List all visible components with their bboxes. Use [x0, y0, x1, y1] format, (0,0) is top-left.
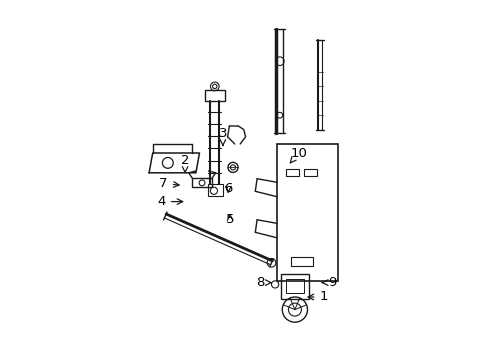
- Bar: [285, 169, 298, 176]
- Text: 6: 6: [224, 183, 232, 195]
- Text: 4: 4: [157, 195, 183, 208]
- Text: 5: 5: [225, 213, 234, 226]
- Text: 10: 10: [289, 147, 306, 163]
- Bar: [276, 144, 337, 281]
- Text: 1: 1: [307, 291, 327, 303]
- Bar: [204, 90, 224, 101]
- Bar: [291, 257, 312, 266]
- Bar: [208, 184, 223, 196]
- Text: 8: 8: [256, 276, 270, 289]
- Text: 2: 2: [181, 154, 189, 172]
- Text: 9: 9: [322, 276, 336, 289]
- Bar: [285, 279, 303, 293]
- Bar: [192, 178, 212, 187]
- Bar: [280, 274, 309, 299]
- Text: 7: 7: [159, 177, 179, 190]
- Text: 3: 3: [218, 127, 227, 145]
- Circle shape: [212, 84, 217, 89]
- Bar: [303, 169, 316, 176]
